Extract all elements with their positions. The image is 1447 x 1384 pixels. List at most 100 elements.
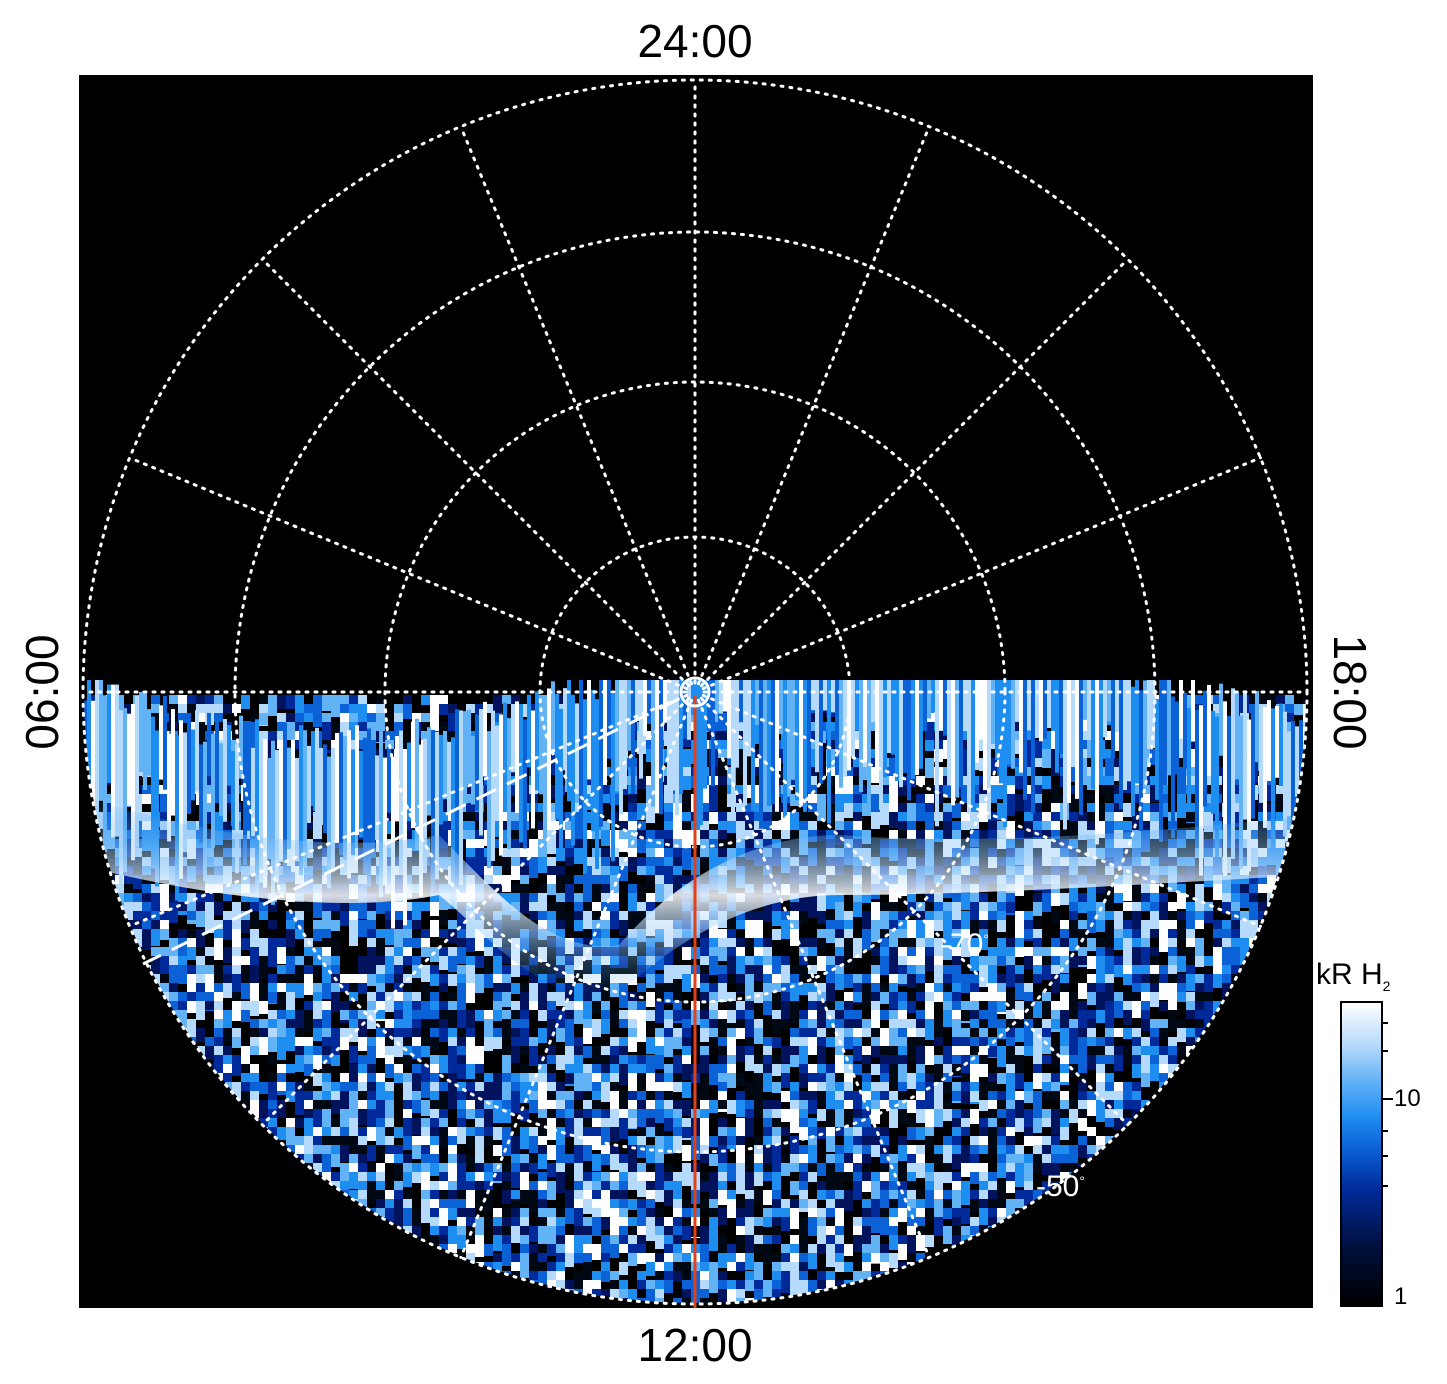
emission-pixel: [304, 974, 313, 995]
emission-pixel: [250, 983, 259, 1001]
emission-pixel: [403, 1037, 412, 1048]
emission-pixel: [1195, 1001, 1204, 1013]
emission-pixel: [1150, 821, 1159, 834]
emission-pixel: [1249, 911, 1258, 924]
emission-pixel: [268, 1028, 277, 1038]
emission-pixel: [286, 965, 295, 979]
emission-pixel: [1168, 1064, 1177, 1079]
emission-pixel: [1195, 893, 1204, 915]
emission-pixel: [84, 1109, 88, 1127]
emission-pixel: [790, 776, 799, 785]
emission-pixel: [295, 704, 304, 714]
emission-pixel: [349, 1073, 358, 1089]
emission-pixel: [1159, 920, 1168, 931]
emission-pixel: [943, 1046, 952, 1065]
emission-pixel: [295, 1010, 304, 1020]
emission-pixel: [286, 1127, 295, 1149]
emission-pixel: [1213, 1037, 1222, 1050]
emission-pixel: [862, 1127, 871, 1144]
emission-pixel: [970, 938, 979, 948]
emission-pixel: [727, 821, 736, 833]
emission-pixel: [736, 1001, 745, 1016]
emission-pixel: [277, 1064, 286, 1076]
emission-pixel: [772, 974, 781, 991]
emission-pixel: [736, 938, 745, 949]
emission-pixel: [1294, 1046, 1303, 1056]
emission-pixel: [133, 1073, 142, 1089]
emission-pixel: [1159, 902, 1168, 921]
emission-pixel: [1177, 992, 1186, 1002]
emission-pixel: [169, 983, 178, 1000]
emission-pixel: [1285, 920, 1294, 935]
emission-pixel: [583, 884, 592, 902]
emission-pixel: [808, 1037, 817, 1055]
emission-pixel: [529, 839, 538, 858]
emission-pixel: [1285, 1001, 1294, 1018]
emission-pixel: [1303, 812, 1306, 829]
emission-pixel: [88, 974, 97, 983]
emission-pixel: [772, 1100, 781, 1113]
emission-pixel: [1141, 1019, 1150, 1031]
emission-pixel: [835, 902, 844, 921]
emission-pixel: [925, 911, 934, 927]
emission-pixel: [187, 1019, 196, 1034]
emission-pixel: [1177, 956, 1186, 972]
emission-pixel: [826, 893, 835, 909]
emission-pixel: [1231, 1118, 1240, 1127]
emission-pixel: [196, 974, 205, 987]
emission-pixel: [817, 1046, 826, 1065]
emission-pixel: [529, 1037, 538, 1051]
emission-pixel: [484, 1010, 493, 1022]
emission-pixel: [1285, 1109, 1294, 1128]
emission-pixel: [808, 1091, 817, 1102]
emission-pixel: [1285, 1028, 1294, 1045]
emission-pixel: [448, 1100, 457, 1109]
emission-pixel: [961, 1091, 970, 1104]
emission-pixel: [646, 812, 655, 823]
emission-pixel: [961, 974, 970, 993]
emission-pixel: [214, 1127, 223, 1148]
emission-pixel: [1132, 1028, 1141, 1041]
emission-pixel: [898, 1001, 907, 1017]
emission-pixel: [1168, 1010, 1177, 1032]
emission-pixel: [547, 1046, 556, 1058]
emission-pixel: [1258, 1109, 1267, 1124]
emission-pixel: [1159, 938, 1168, 952]
emission-pixel: [97, 1028, 106, 1038]
emission-pixel: [88, 965, 97, 985]
emission-pixel: [1006, 1019, 1015, 1032]
emission-pixel: [142, 1055, 151, 1068]
emission-pixel: [1294, 1019, 1303, 1037]
emission-pixel: [196, 1118, 205, 1130]
emission-pixel: [709, 1100, 718, 1113]
emission-pixel: [925, 893, 934, 904]
emission-pixel: [1096, 1010, 1105, 1023]
emission-pixel: [160, 803, 169, 819]
emission-pixel: [1249, 695, 1258, 708]
emission-pixel: [1204, 911, 1213, 923]
emission-pixel: [475, 1109, 484, 1120]
emission-pixel: [394, 704, 403, 719]
emission-pixel: [1177, 983, 1186, 993]
emission-pixel: [1132, 965, 1141, 978]
emission-pixel: [412, 1118, 421, 1135]
emission-pixel: [1051, 956, 1060, 966]
emission-pixel: [835, 1073, 844, 1088]
emission-pixel: [538, 1118, 547, 1129]
emission-pixel: [448, 1046, 457, 1068]
emission-pixel: [1213, 884, 1222, 900]
emission-pixel: [124, 1037, 133, 1056]
emission-pixel: [547, 1082, 556, 1099]
emission-pixel: [439, 1082, 448, 1096]
emission-pixel: [952, 1046, 961, 1057]
emission-pixel: [151, 884, 160, 895]
emission-pixel: [439, 911, 448, 926]
emission-pixel: [1312, 947, 1313, 967]
emission-pixel: [1033, 722, 1042, 738]
emission-pixel: [934, 1028, 943, 1041]
emission-pixel: [736, 947, 745, 958]
emission-pixel: [1141, 1055, 1150, 1067]
emission-pixel: [313, 1100, 322, 1116]
emission-pixel: [286, 1028, 295, 1044]
emission-pixel: [367, 1037, 376, 1046]
